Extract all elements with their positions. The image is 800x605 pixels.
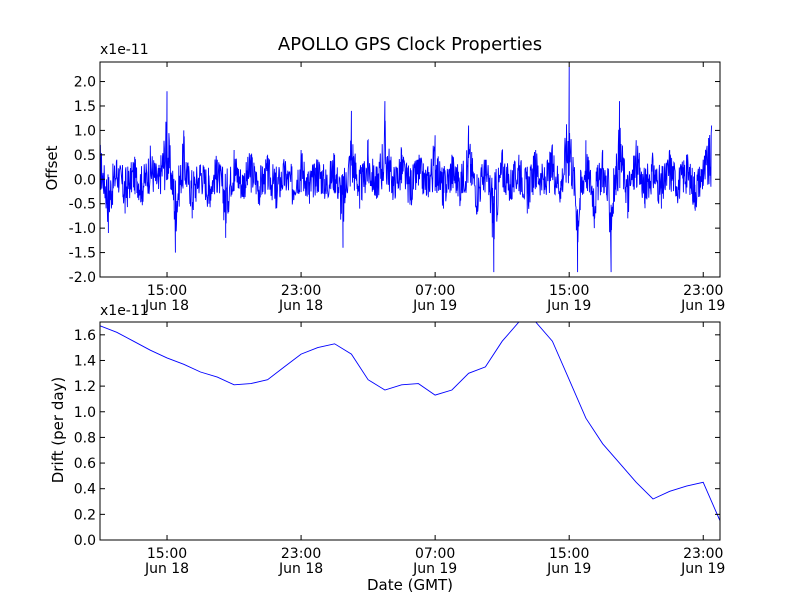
drift-xtick-date: Jun 19	[412, 561, 457, 577]
drift-ytick-label: 1.6	[74, 328, 96, 344]
offset-xtick-time: 15:00	[549, 283, 589, 299]
drift-xtick-time: 15:00	[549, 546, 589, 562]
drift-ytick-label: 1.2	[74, 379, 96, 395]
drift-series-line	[100, 322, 720, 521]
drift-ytick-label: 1.0	[74, 405, 96, 421]
drift-axis-label: Drift (per day)	[49, 377, 67, 484]
offset-ytick-label: -2.0	[69, 270, 96, 286]
drift-xtick-time: 23:00	[683, 546, 723, 562]
drift-xtick-date: Jun 18	[144, 561, 189, 577]
drift-xtick-time: 15:00	[147, 546, 187, 562]
drift-ytick-label: 0.0	[74, 533, 96, 549]
offset-xtick-time: 23:00	[683, 283, 723, 299]
chart-title: APOLLO GPS Clock Properties	[278, 34, 542, 55]
drift-ytick-label: 0.2	[74, 507, 96, 523]
offset-ytick-label: 1.5	[74, 99, 96, 115]
offset-ytick-label: 2.0	[74, 75, 96, 91]
offset-axis-label: Offset	[43, 145, 61, 190]
offset-ytick-label: 1.0	[74, 123, 96, 139]
drift-ytick-label: 0.8	[74, 430, 96, 446]
offset-xtick-time: 07:00	[415, 283, 455, 299]
offset-xtick-date: Jun 19	[546, 298, 591, 314]
drift-xtick-date: Jun 19	[546, 561, 591, 577]
drift-xtick-time: 23:00	[281, 546, 321, 562]
drift-panel: x1e-11 Drift (per day) Date (GMT)	[49, 303, 721, 594]
offset-xtick-date: Jun 19	[412, 298, 457, 314]
drift-plot-frame	[99, 321, 721, 541]
offset-ytick-label: -0.5	[69, 197, 96, 213]
offset-xtick-date: Jun 19	[680, 298, 725, 314]
x-axis-label: Date (GMT)	[367, 576, 453, 594]
drift-xtick-date: Jun 18	[278, 561, 323, 577]
offset-panel: x1e-11 Offset	[43, 42, 721, 278]
offset-ytick-label: 0.5	[74, 148, 96, 164]
offset-xtick-time: 23:00	[281, 283, 321, 299]
drift-xtick-time: 07:00	[415, 546, 455, 562]
offset-series-line	[100, 66, 713, 273]
offset-multiplier: x1e-11	[100, 42, 149, 58]
drift-ytick-label: 1.4	[74, 353, 96, 369]
offset-plot-area	[100, 66, 713, 273]
drift-plot-area	[100, 322, 720, 521]
offset-xtick-date: Jun 18	[278, 298, 323, 314]
drift-xtick-date: Jun 19	[680, 561, 725, 577]
offset-ytick-label: 0.0	[74, 172, 96, 188]
drift-ytick-label: 0.4	[74, 482, 96, 498]
offset-xtick-date: Jun 18	[144, 298, 189, 314]
drift-ytick-label: 0.6	[74, 456, 96, 472]
offset-ytick-label: -1.0	[69, 221, 96, 237]
drift-multiplier: x1e-11	[100, 303, 149, 319]
offset-ytick-label: -1.5	[69, 246, 96, 262]
offset-xtick-time: 15:00	[147, 283, 187, 299]
offset-plot-frame	[99, 61, 721, 278]
